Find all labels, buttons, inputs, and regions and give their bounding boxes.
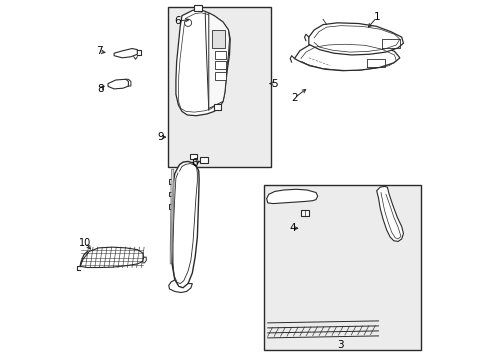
Text: 10: 10 [79,238,91,248]
Polygon shape [208,13,229,109]
Polygon shape [170,169,174,264]
Text: 6: 6 [191,158,198,168]
Polygon shape [193,5,202,12]
Polygon shape [376,186,403,242]
Polygon shape [108,79,128,89]
Polygon shape [214,104,221,111]
Polygon shape [114,49,137,58]
Text: 7: 7 [96,46,102,57]
Text: 9: 9 [157,132,163,142]
Text: 1: 1 [373,13,379,22]
Text: 4: 4 [289,223,295,233]
Polygon shape [215,62,225,69]
Polygon shape [215,51,225,59]
Text: 2: 2 [290,93,297,103]
Polygon shape [200,157,207,163]
Text: 6: 6 [174,16,181,26]
Bar [167,7,271,167]
Polygon shape [168,280,192,293]
Bar [264,185,421,350]
Polygon shape [294,41,399,71]
Polygon shape [171,161,199,288]
Polygon shape [266,189,317,203]
Polygon shape [190,154,197,159]
Text: 5: 5 [271,78,278,89]
Circle shape [184,19,191,26]
Polygon shape [211,30,224,48]
Polygon shape [176,10,230,116]
Polygon shape [300,210,308,216]
Polygon shape [215,72,225,80]
Polygon shape [80,247,143,267]
Text: 8: 8 [98,84,104,94]
Text: 3: 3 [337,340,344,350]
Polygon shape [308,23,403,55]
